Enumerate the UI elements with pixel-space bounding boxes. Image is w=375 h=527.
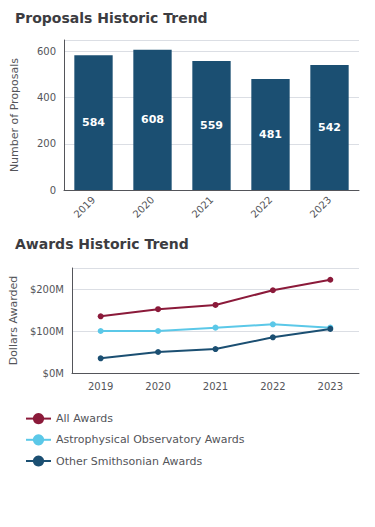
svg-text:Astrophysical Observatory Awar: Astrophysical Observatory Awards	[56, 433, 245, 446]
svg-text:481: 481	[259, 128, 282, 141]
svg-text:600: 600	[37, 46, 56, 57]
svg-text:542: 542	[318, 121, 341, 134]
svg-text:2019: 2019	[72, 194, 98, 220]
svg-text:400: 400	[37, 92, 56, 103]
svg-text:$0M: $0M	[43, 368, 64, 379]
svg-text:584: 584	[82, 116, 105, 129]
svg-text:2021: 2021	[190, 194, 216, 220]
svg-text:Number of Proposals: Number of Proposals	[8, 58, 21, 172]
svg-text:200: 200	[37, 138, 56, 149]
svg-text:Awards Historic Trend: Awards Historic Trend	[15, 236, 189, 252]
svg-text:$200M: $200M	[30, 284, 64, 295]
svg-text:2021: 2021	[203, 381, 228, 392]
svg-text:Other Smithsonian Awards: Other Smithsonian Awards	[56, 455, 203, 468]
svg-text:$100M: $100M	[30, 326, 64, 337]
svg-text:2023: 2023	[318, 381, 343, 392]
svg-text:Proposals Historic Trend: Proposals Historic Trend	[15, 10, 208, 26]
svg-text:2019: 2019	[88, 381, 113, 392]
svg-text:559: 559	[200, 119, 223, 132]
svg-text:All Awards: All Awards	[56, 412, 113, 425]
svg-text:2020: 2020	[145, 381, 170, 392]
svg-text:608: 608	[141, 113, 164, 126]
svg-text:0: 0	[50, 185, 56, 196]
svg-text:Dollars Awarded: Dollars Awarded	[7, 276, 20, 366]
svg-text:2023: 2023	[308, 194, 334, 220]
svg-text:2022: 2022	[249, 194, 275, 220]
svg-text:2022: 2022	[260, 381, 285, 392]
svg-text:2020: 2020	[131, 194, 157, 220]
